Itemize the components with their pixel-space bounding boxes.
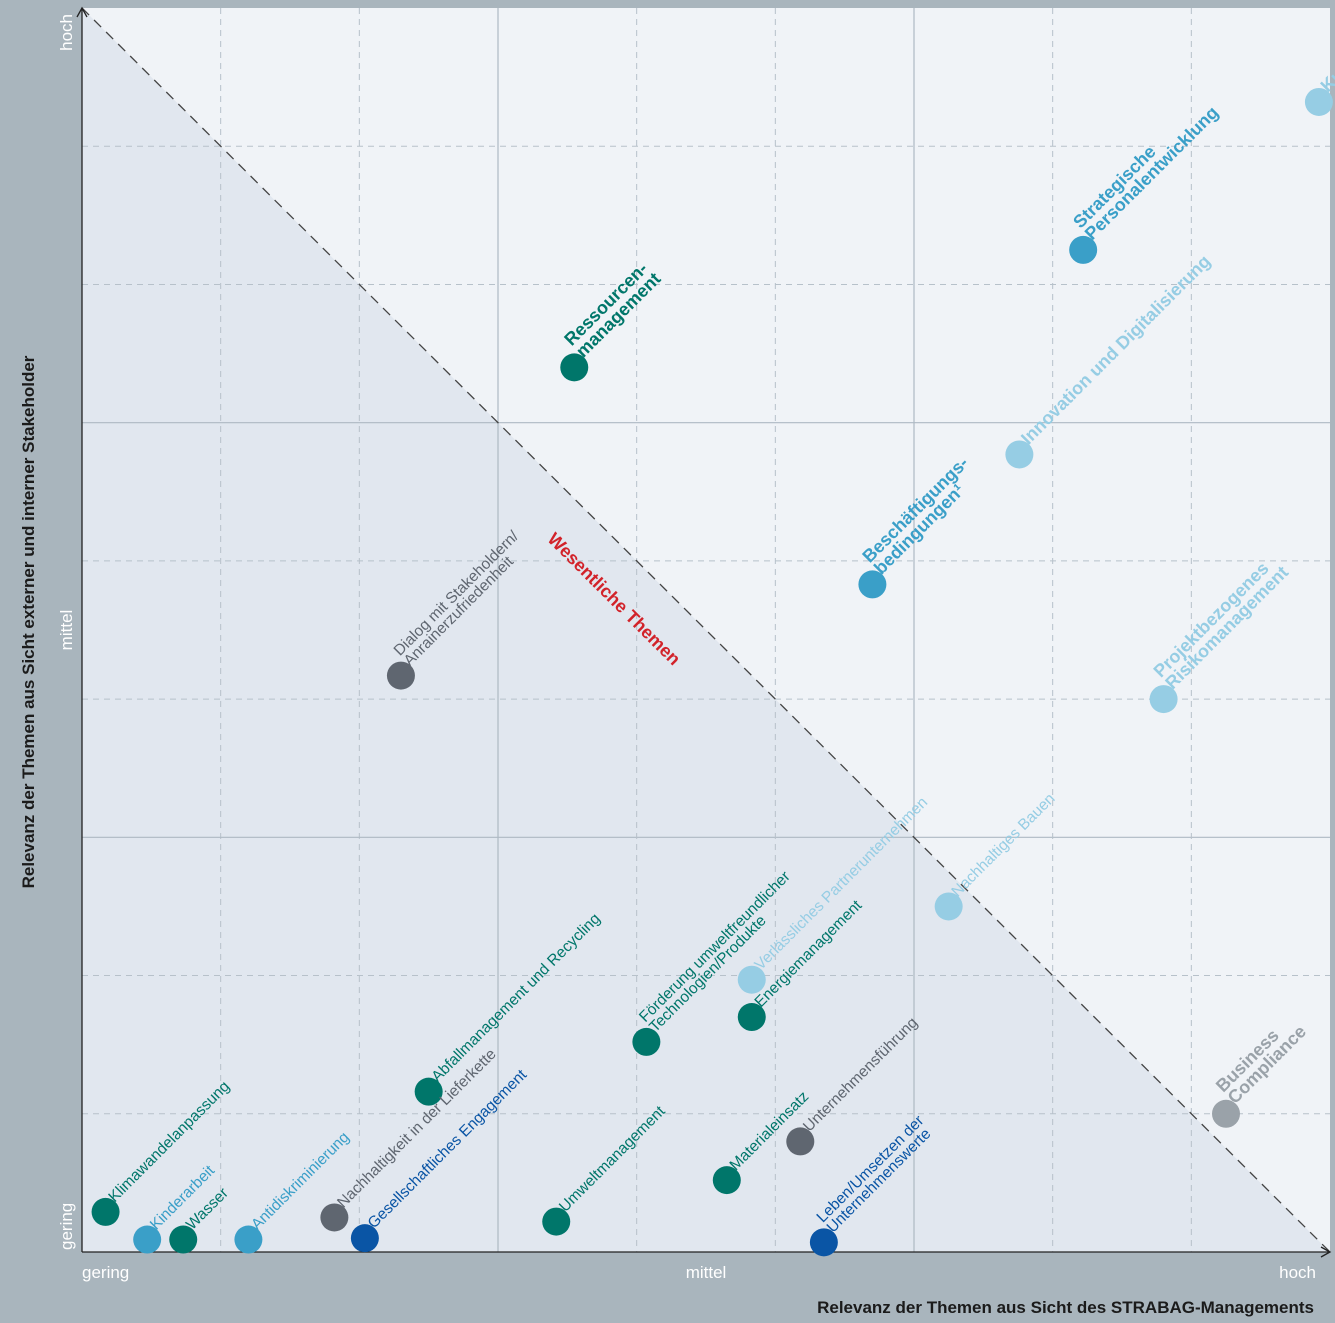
data-point xyxy=(542,1207,571,1236)
y-axis-arrow xyxy=(76,6,88,18)
x-axis-title: Relevanz der Themen aus Sicht des STRABA… xyxy=(817,1298,1314,1317)
data-point xyxy=(737,1003,766,1032)
data-point xyxy=(386,661,415,690)
data-point xyxy=(809,1228,838,1257)
data-point xyxy=(91,1197,120,1226)
x-tick-label: hoch xyxy=(1279,1263,1316,1282)
y-axis-title: Relevanz der Themen aus Sicht externer u… xyxy=(19,355,38,888)
data-point xyxy=(133,1225,162,1254)
grid xyxy=(82,8,1330,1252)
y-tick-label: gering xyxy=(57,1203,76,1250)
data-point xyxy=(1005,440,1034,469)
data-point xyxy=(1212,1099,1240,1128)
y-tick-label: hoch xyxy=(57,14,76,51)
data-point xyxy=(1069,235,1098,264)
data-point xyxy=(786,1127,815,1156)
data-point xyxy=(858,570,887,599)
data-point xyxy=(414,1077,443,1106)
data-point xyxy=(712,1166,741,1195)
data-point xyxy=(320,1203,349,1232)
data-point xyxy=(934,892,963,921)
non-material-zone xyxy=(82,8,1330,1252)
x-tick-label: gering xyxy=(82,1263,129,1282)
data-point xyxy=(234,1225,263,1254)
materiality-threshold-line xyxy=(81,7,1331,1253)
data-point xyxy=(560,353,589,382)
data-point xyxy=(1149,685,1178,714)
x-axis-arrow xyxy=(1320,1246,1332,1258)
data-point xyxy=(1304,87,1333,116)
data-point xyxy=(169,1225,198,1254)
data-point xyxy=(737,965,766,994)
axes xyxy=(76,6,1332,1258)
y-tick-label: mittel xyxy=(57,610,76,651)
data-point xyxy=(632,1027,661,1056)
x-tick-label: mittel xyxy=(686,1263,727,1282)
data-point xyxy=(350,1224,379,1253)
